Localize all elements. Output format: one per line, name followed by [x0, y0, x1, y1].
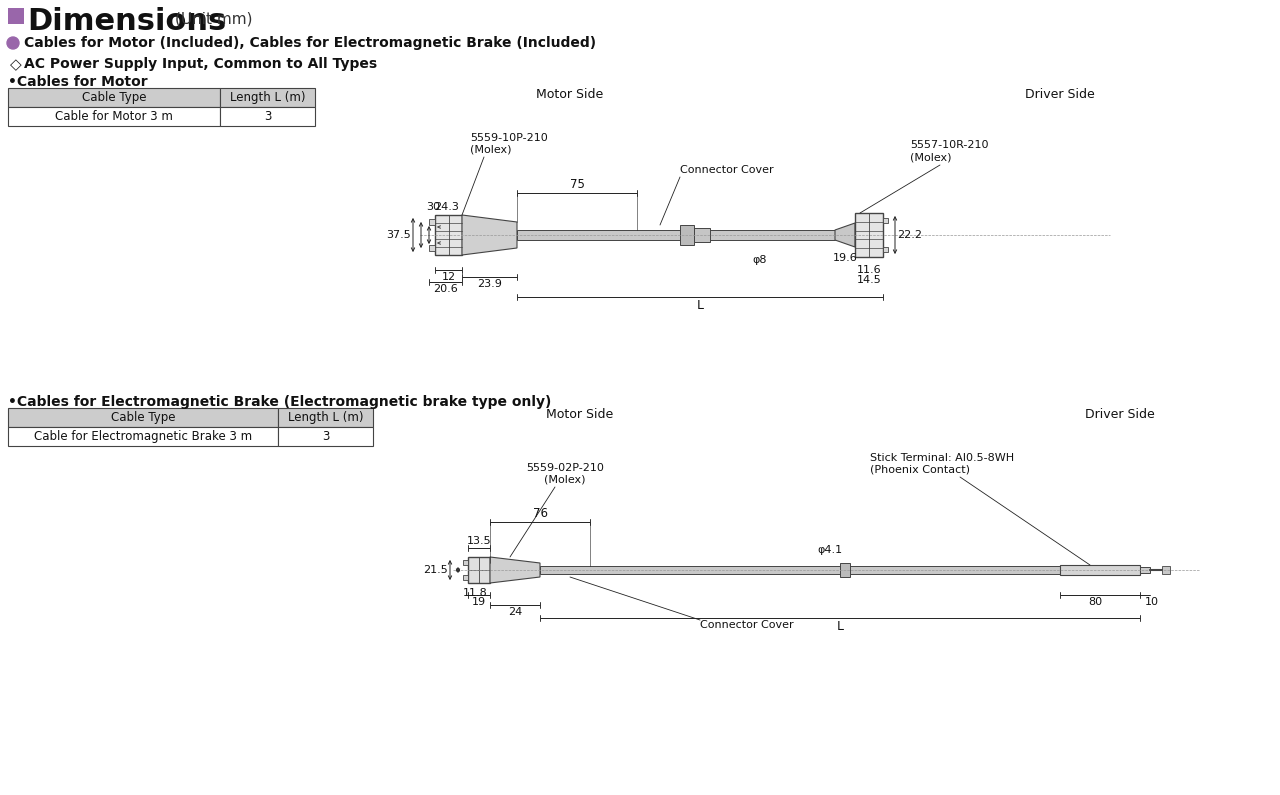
Text: 22.2: 22.2 [897, 230, 922, 240]
Text: Length L (m): Length L (m) [288, 411, 364, 424]
Text: Dimensions: Dimensions [27, 7, 227, 36]
Bar [883, 247, 888, 252]
Text: Connector Cover: Connector Cover [680, 165, 773, 175]
Bar [463, 560, 468, 565]
Bar [278, 408, 372, 427]
Bar [1162, 566, 1170, 574]
Text: 13.5: 13.5 [467, 536, 492, 546]
Bar [278, 427, 372, 446]
Text: Motor Side: Motor Side [536, 88, 604, 101]
Text: Length L (m): Length L (m) [229, 91, 305, 104]
Bar [8, 88, 220, 107]
Text: L: L [696, 299, 704, 312]
Bar [540, 566, 1060, 574]
Text: 11.6: 11.6 [856, 265, 882, 275]
Bar [468, 557, 490, 583]
Bar [435, 215, 462, 255]
Text: φ8: φ8 [753, 255, 767, 265]
Text: 5559-10P-210
(Molex): 5559-10P-210 (Molex) [470, 133, 548, 155]
Text: 11.8: 11.8 [463, 588, 488, 598]
Text: Cable for Motor 3 m: Cable for Motor 3 m [55, 110, 173, 123]
Text: 12: 12 [442, 272, 456, 282]
Text: 20.6: 20.6 [433, 284, 458, 294]
Bar [517, 230, 835, 240]
Text: 23.9: 23.9 [477, 279, 502, 289]
Text: 14.5: 14.5 [856, 275, 882, 285]
Text: 80: 80 [1088, 597, 1102, 607]
Bar [429, 219, 435, 225]
Bar [855, 213, 883, 257]
Text: 5557-10R-210
(Molex): 5557-10R-210 (Molex) [910, 140, 988, 162]
Text: Stick Terminal: AI0.5-8WH
(Phoenix Contact): Stick Terminal: AI0.5-8WH (Phoenix Conta… [870, 452, 1014, 475]
Bar [8, 408, 278, 427]
Circle shape [6, 37, 19, 49]
Bar [1060, 565, 1140, 575]
Text: 3: 3 [264, 110, 271, 123]
Bar [429, 245, 435, 251]
Bar [883, 218, 888, 223]
Text: 24: 24 [508, 607, 522, 617]
Text: Cable Type: Cable Type [82, 91, 146, 104]
Text: •Cables for Motor: •Cables for Motor [8, 75, 147, 89]
Polygon shape [490, 557, 540, 583]
Bar [8, 8, 24, 24]
Text: Cables for Motor (Included), Cables for Electromagnetic Brake (Included): Cables for Motor (Included), Cables for … [24, 36, 596, 50]
Text: 21.5: 21.5 [424, 565, 448, 575]
Polygon shape [835, 223, 855, 247]
Text: Driver Side: Driver Side [1025, 88, 1094, 101]
Text: 37.5: 37.5 [387, 230, 411, 240]
Bar [840, 563, 850, 577]
Text: 76: 76 [532, 507, 548, 520]
Text: Cable for Electromagnetic Brake 3 m: Cable for Electromagnetic Brake 3 m [35, 430, 252, 443]
Text: Motor Side: Motor Side [547, 408, 613, 421]
Text: 75: 75 [570, 178, 585, 191]
Text: φ4.1: φ4.1 [818, 545, 842, 555]
Bar [220, 107, 315, 126]
Bar [694, 228, 710, 242]
Text: Driver Side: Driver Side [1085, 408, 1155, 421]
Bar [463, 575, 468, 580]
Text: Cable Type: Cable Type [111, 411, 175, 424]
Text: ◇: ◇ [10, 57, 22, 72]
Bar [680, 225, 694, 245]
Bar [220, 88, 315, 107]
Text: 5559-02P-210
(Molex): 5559-02P-210 (Molex) [526, 463, 604, 485]
Bar [8, 107, 220, 126]
Text: Connector Cover: Connector Cover [700, 620, 794, 630]
Text: 10: 10 [1146, 597, 1158, 607]
Polygon shape [462, 215, 517, 255]
Text: AC Power Supply Input, Common to All Types: AC Power Supply Input, Common to All Typ… [24, 57, 378, 71]
Bar [1140, 567, 1149, 573]
Text: 24.3: 24.3 [434, 202, 458, 212]
Text: •Cables for Electromagnetic Brake (Electromagnetic brake type only): •Cables for Electromagnetic Brake (Elect… [8, 395, 552, 409]
Text: L: L [837, 620, 844, 633]
Text: 19: 19 [472, 597, 486, 607]
Text: 19.6: 19.6 [832, 253, 858, 263]
Text: (Unit mm): (Unit mm) [175, 12, 252, 27]
Bar [8, 427, 278, 446]
Text: 3: 3 [321, 430, 329, 443]
Text: 30: 30 [426, 202, 440, 212]
